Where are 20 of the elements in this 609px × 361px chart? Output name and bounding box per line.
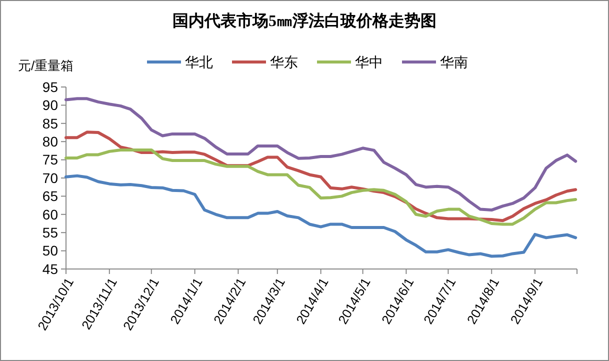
y-tick-label: 75 — [42, 152, 58, 168]
legend-label: 华东 — [270, 54, 298, 70]
y-tick-label: 95 — [42, 78, 58, 95]
y-tick-label: 80 — [42, 134, 58, 150]
y-tick-label: 65 — [42, 188, 58, 204]
y-tick-label: 90 — [42, 97, 58, 114]
y-tick-label: 55 — [42, 224, 58, 240]
line-series — [64, 97, 578, 212]
y-axis-title: 元/重量箱 — [18, 58, 74, 73]
legend-label: 华中 — [355, 54, 383, 70]
y-tick-label: 85 — [42, 115, 58, 132]
line-series — [64, 148, 578, 226]
legend-label: 华南 — [440, 54, 468, 70]
y-tick-label: 60 — [42, 206, 58, 222]
line-series — [64, 174, 578, 258]
y-tick-label: 70 — [42, 170, 58, 186]
y-tick-label: 50 — [42, 242, 58, 259]
y-tick-label: 45 — [42, 260, 58, 277]
legend-label: 华北 — [185, 54, 213, 70]
chart-title: 国内代表市场5㎜浮法白玻价格走势图 — [172, 12, 436, 30]
